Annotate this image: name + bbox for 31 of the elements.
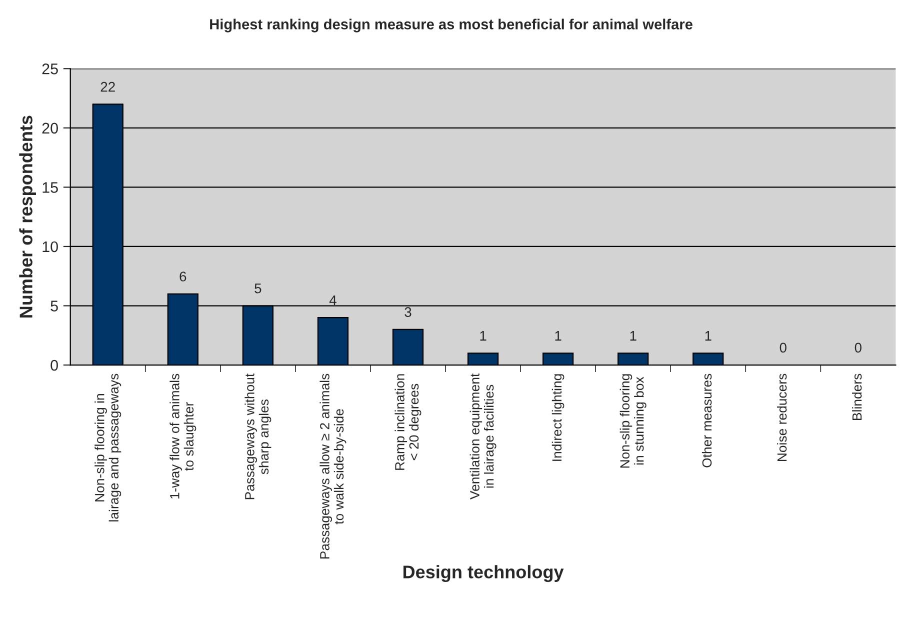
x-tick-label: Non-slip flooring in stunning box [620, 374, 646, 468]
x-tick-label: Passageways allow ≥ 2 animals to walk side-by-side [320, 374, 346, 558]
data-label: 4 [329, 295, 336, 306]
data-label: 6 [180, 272, 186, 282]
data-label: 0 [780, 342, 786, 353]
data-label: 3 [404, 307, 412, 318]
y-tick-label: 15 [42, 182, 58, 193]
data-label: 1 [630, 331, 636, 341]
x-tick-label: 1-way flow of animals to slaughter [170, 374, 196, 498]
x-tick-label: Passageways without sharp angles [244, 373, 272, 500]
data-label: 1 [555, 331, 562, 341]
y-tick-label: 5 [50, 300, 58, 312]
x-tick-label: Noise reducers [776, 374, 787, 462]
chart-title: Highest ranking design measure as most beneficial for animal welfare [210, 18, 692, 32]
data-label: 5 [254, 284, 262, 294]
y-tick-label: 20 [42, 122, 58, 134]
x-tick-label: Ventilation equipment in lairage facilities [470, 373, 496, 500]
x-axis-title: Design technology [403, 565, 564, 582]
y-tick-label: 0 [50, 360, 58, 371]
y-axis-title: Number of respondents [19, 116, 36, 318]
y-tick-label: 25 [42, 64, 58, 74]
data-label: 22 [100, 82, 115, 92]
data-label: 1 [705, 331, 712, 341]
x-tick-label: Blinders [852, 374, 862, 420]
y-tick-label: 10 [42, 241, 58, 252]
x-tick-label: Non-slip flooring in lairage and passageways [94, 374, 122, 522]
data-label: 1 [480, 331, 486, 341]
x-tick-label: Ramp inclination < 20 degrees [394, 374, 422, 470]
x-tick-label: Other measures [702, 374, 712, 468]
x-tick-label: Indirect lighting [552, 374, 564, 461]
data-label: 0 [854, 342, 862, 353]
